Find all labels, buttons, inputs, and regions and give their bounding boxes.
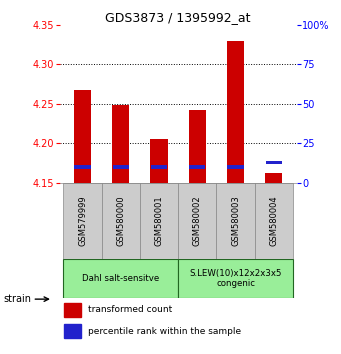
Bar <box>63 259 178 298</box>
Bar <box>150 139 168 183</box>
Bar <box>189 110 206 183</box>
Text: GSM580002: GSM580002 <box>193 196 202 246</box>
Title: GDS3873 / 1395992_at: GDS3873 / 1395992_at <box>105 11 251 24</box>
Bar <box>64 303 81 316</box>
Bar <box>227 165 244 169</box>
Text: GSM579999: GSM579999 <box>78 196 87 246</box>
Text: transformed count: transformed count <box>88 305 172 314</box>
Text: percentile rank within the sample: percentile rank within the sample <box>88 327 241 336</box>
Bar <box>255 183 293 259</box>
Bar <box>102 183 140 259</box>
Text: GSM580000: GSM580000 <box>116 196 125 246</box>
Bar <box>113 165 129 169</box>
Bar <box>178 183 217 259</box>
Bar <box>74 90 91 183</box>
Text: GSM580003: GSM580003 <box>231 196 240 246</box>
Bar <box>265 172 282 183</box>
Bar <box>227 41 244 183</box>
Text: GSM580001: GSM580001 <box>154 196 164 246</box>
Bar <box>178 259 293 298</box>
Bar <box>217 183 255 259</box>
Bar <box>64 324 81 338</box>
Text: strain: strain <box>3 294 31 304</box>
Bar <box>63 183 102 259</box>
Bar <box>266 161 282 164</box>
Bar <box>189 165 206 169</box>
Text: GSM580004: GSM580004 <box>269 196 278 246</box>
Text: S.LEW(10)x12x2x3x5
congenic: S.LEW(10)x12x2x3x5 congenic <box>189 269 282 288</box>
Bar <box>112 105 130 183</box>
Bar <box>140 183 178 259</box>
Bar <box>151 165 167 169</box>
Bar <box>74 165 91 169</box>
Text: Dahl salt-sensitve: Dahl salt-sensitve <box>82 274 160 283</box>
